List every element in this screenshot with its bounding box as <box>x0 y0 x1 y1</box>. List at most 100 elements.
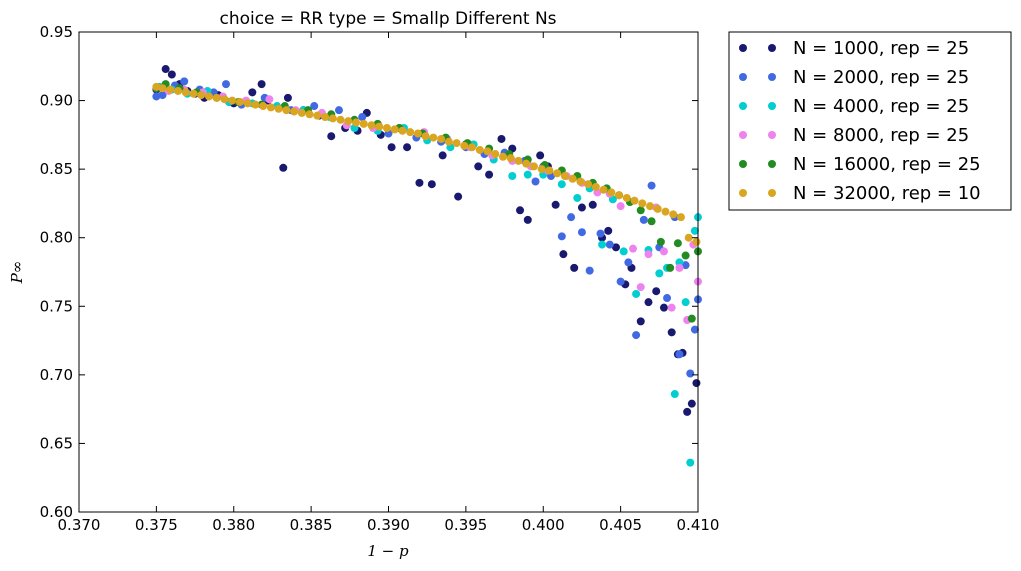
data-point-5-22 <box>321 113 330 122</box>
legend-marker-right-5 <box>768 189 776 197</box>
data-point-2-19 <box>557 180 566 189</box>
data-point-0-39 <box>570 263 579 272</box>
data-point-1-38 <box>681 261 690 270</box>
data-point-2-24 <box>619 247 628 256</box>
data-point-5-13 <box>251 100 260 109</box>
data-point-0-24 <box>415 178 424 187</box>
data-point-2-17 <box>523 170 532 179</box>
data-point-0-2 <box>167 70 176 79</box>
legend-marker-left-4 <box>739 160 747 168</box>
data-point-1-6 <box>222 80 231 89</box>
data-point-5-41 <box>468 143 477 152</box>
data-point-4-30 <box>673 239 682 248</box>
legend-marker-right-3 <box>768 131 776 139</box>
legend-label-2: N = 4000, rep = 25 <box>793 96 969 117</box>
data-point-0-26 <box>438 151 447 160</box>
data-point-5-67 <box>669 210 678 219</box>
data-point-1-12 <box>358 113 367 122</box>
legend-label-1: N = 2000, rep = 25 <box>793 67 969 88</box>
data-point-1-33 <box>647 181 656 190</box>
x-tick-label: 0.400 <box>522 516 565 534</box>
data-point-5-37 <box>437 134 446 143</box>
data-point-5-30 <box>382 124 391 132</box>
data-point-5-3 <box>174 86 183 95</box>
data-point-5-50 <box>537 165 546 174</box>
data-point-0-37 <box>551 200 560 209</box>
data-point-0-38 <box>559 250 568 259</box>
data-point-0-47 <box>636 317 645 326</box>
legend-marker-left-1 <box>739 73 747 81</box>
data-point-5-0 <box>152 82 161 91</box>
data-point-5-21 <box>313 111 322 120</box>
data-point-5-45 <box>499 152 508 161</box>
data-point-5-6 <box>197 91 206 100</box>
legend-label-4: N = 16000, rep = 25 <box>793 154 981 175</box>
data-point-1-40 <box>690 325 699 334</box>
x-tick-label: 0.390 <box>367 516 410 534</box>
data-point-1-10 <box>310 102 319 111</box>
data-point-5-62 <box>630 196 639 205</box>
data-point-5-60 <box>615 191 624 200</box>
legend-label-0: N = 1000, rep = 25 <box>793 38 969 59</box>
data-point-1-32 <box>639 215 648 224</box>
data-point-0-22 <box>387 143 396 152</box>
data-point-5-31 <box>390 125 399 134</box>
data-point-1-26 <box>585 266 594 275</box>
data-point-0-43 <box>604 226 613 235</box>
data-point-5-17 <box>282 106 291 115</box>
data-point-4-28 <box>656 237 665 246</box>
data-point-5-24 <box>336 115 345 124</box>
data-point-0-49 <box>652 287 661 296</box>
data-point-0-40 <box>577 203 586 212</box>
data-point-2-22 <box>598 240 607 249</box>
data-point-5-15 <box>266 103 275 112</box>
data-point-0-48 <box>644 298 653 307</box>
data-point-5-1 <box>158 84 167 93</box>
y-tick-label: 0.70 <box>40 366 73 384</box>
points-layer <box>152 65 702 467</box>
data-point-5-43 <box>483 147 492 156</box>
data-point-5-52 <box>553 169 562 178</box>
data-point-0-55 <box>687 399 696 408</box>
x-tick-label: 0.395 <box>444 516 487 534</box>
data-point-5-16 <box>274 104 283 113</box>
data-point-5-56 <box>584 180 593 189</box>
data-point-0-56 <box>692 379 701 388</box>
data-point-0-54 <box>683 407 692 416</box>
data-point-1-37 <box>675 350 684 359</box>
data-point-5-54 <box>568 174 577 183</box>
legend-label-3: N = 8000, rep = 25 <box>793 125 969 146</box>
data-point-3-26 <box>644 250 653 259</box>
y-tick-label: 0.85 <box>40 160 73 178</box>
data-point-0-35 <box>536 151 545 160</box>
data-point-5-51 <box>545 166 554 175</box>
data-point-1-27 <box>596 229 605 238</box>
data-point-0-10 <box>248 88 257 97</box>
data-point-1-1 <box>158 91 167 100</box>
data-point-4-26 <box>636 206 645 215</box>
data-point-5-19 <box>297 108 306 117</box>
legend-marker-right-2 <box>768 102 776 110</box>
data-point-1-30 <box>624 258 633 267</box>
y-axis: 0.60 0.65 0.70 0.75 0.80 0.85 0.90 0.95 <box>40 23 698 521</box>
data-point-2-29 <box>670 390 679 399</box>
data-point-5-59 <box>607 188 616 197</box>
data-point-0-13 <box>279 163 288 172</box>
x-tick-label: 0.380 <box>212 516 255 534</box>
data-point-1-24 <box>567 213 576 222</box>
data-point-5-11 <box>235 97 244 106</box>
data-point-5-57 <box>591 182 600 191</box>
data-point-3-25 <box>636 283 645 292</box>
data-point-5-42 <box>475 145 484 154</box>
legend-marker-left-3 <box>739 131 747 139</box>
data-point-0-50 <box>659 303 668 312</box>
data-point-0-41 <box>588 200 597 209</box>
data-point-1-31 <box>632 331 641 340</box>
data-point-1-20 <box>531 177 540 186</box>
data-point-3-30 <box>675 263 684 272</box>
data-point-4-29 <box>666 263 675 272</box>
data-point-5-55 <box>576 177 585 186</box>
data-point-5-68 <box>676 213 685 222</box>
data-point-5-23 <box>328 114 337 123</box>
